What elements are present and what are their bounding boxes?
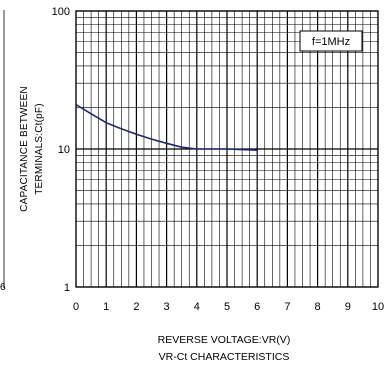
plot-grid <box>75 10 379 288</box>
x-tick-label: 3 <box>164 301 170 313</box>
x-tick-label: 2 <box>133 301 139 313</box>
y-axis-label-line-1: CAPACITANCE BETWEEN <box>19 86 30 212</box>
legend-box <box>299 30 363 52</box>
y-tick-label: 10 <box>58 144 70 156</box>
chart-title: VR-Ct CHARACTERISTICS <box>159 351 290 363</box>
x-tick-labels: 0 1 2 3 4 5 6 7 8 9 10 <box>73 301 384 313</box>
y-tick-labels: 1 10 100 <box>52 6 70 294</box>
legend-text: f=1MHz <box>312 36 350 48</box>
x-tick-label: 10 <box>372 301 384 313</box>
series-line <box>75 103 258 151</box>
y-tick-label: 100 <box>52 6 70 18</box>
legend: f=1MHz <box>299 30 363 52</box>
x-tick-label: 7 <box>284 301 290 313</box>
left-panel-tick-label: 6 <box>0 282 6 293</box>
x-tick-label: 4 <box>194 301 200 313</box>
y-tick-label: 1 <box>64 282 70 294</box>
x-tick-label: 8 <box>315 301 321 313</box>
series-group <box>75 103 258 151</box>
x-tick-label: 6 <box>254 301 260 313</box>
x-tick-label: 0 <box>73 301 79 313</box>
x-tick-label: 5 <box>224 301 230 313</box>
x-tick-label: 9 <box>345 301 351 313</box>
x-axis-label: REVERSE VOLTAGE:VR(V) <box>158 334 291 346</box>
plot-frame <box>75 10 379 288</box>
left-panel-fragment: 6 <box>0 10 6 293</box>
x-tick-label: 1 <box>103 301 109 313</box>
y-axis-label-line-2: TERMINALS:Ct(pF) <box>34 103 45 195</box>
